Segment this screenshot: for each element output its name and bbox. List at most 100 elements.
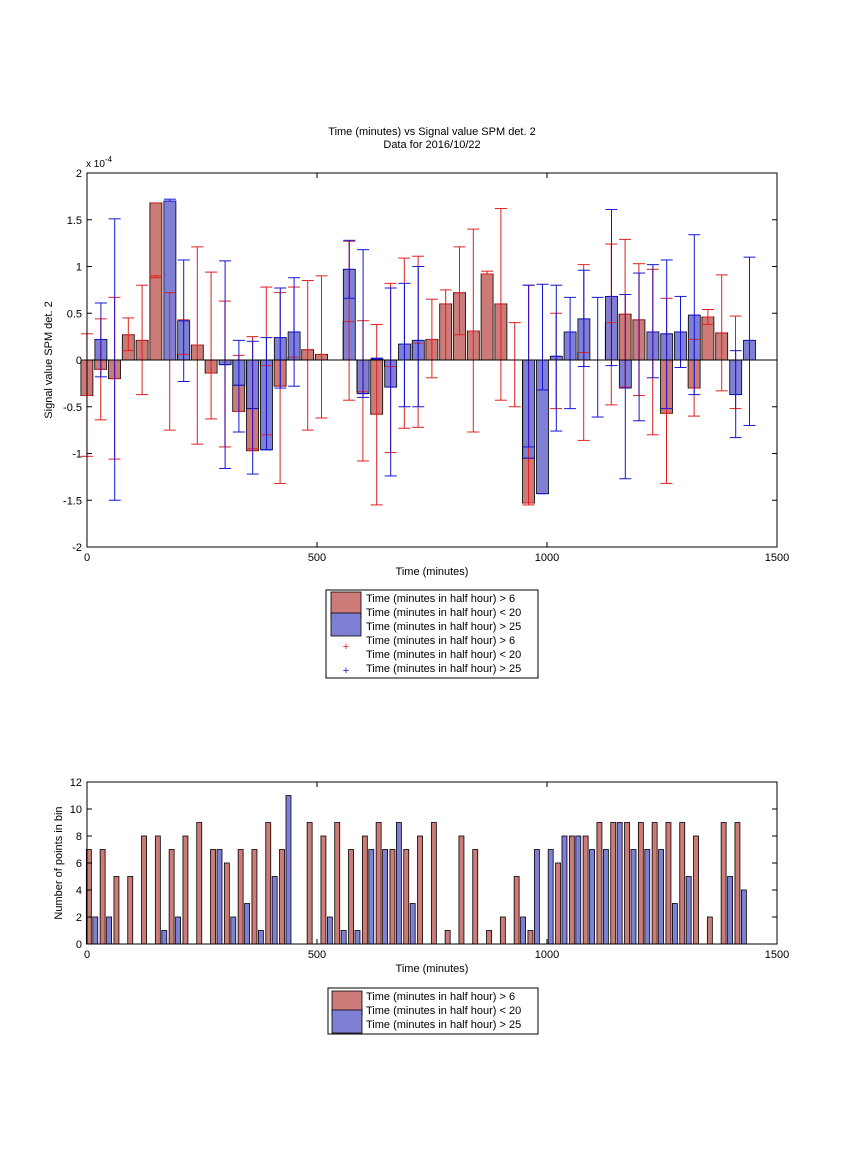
- bottom-bar-red: [679, 822, 686, 945]
- top-errorbar-blue: [577, 269, 590, 368]
- bottom-bar-blue: [216, 849, 223, 945]
- top-errorbar-blue: [564, 296, 577, 410]
- bottom-bar-blue: [575, 835, 582, 945]
- bottom-bar-red: [237, 849, 244, 945]
- bottom-bar-red: [637, 822, 644, 945]
- top-legend-blue-swatch: [330, 612, 362, 637]
- bottom-bars-layer: [85, 795, 747, 945]
- top-errorbar-red: [191, 246, 204, 445]
- bottom-bar-blue: [230, 916, 237, 945]
- top-legend-entry-4: Time (minutes in half hour) > 6: [366, 635, 515, 647]
- bottom-bar-red: [154, 835, 161, 945]
- bottom-x-tick-label: 500: [308, 949, 326, 961]
- top-y-tick-label: -1.5: [63, 495, 82, 507]
- bottom-bar-blue: [616, 822, 623, 945]
- bottom-bar-red: [430, 822, 437, 945]
- bottom-bar-red: [734, 822, 741, 945]
- top-legend: + + Time (minutes in half hour) > 6 Time…: [325, 589, 539, 679]
- bottom-bar-blue: [285, 795, 292, 945]
- top-errorbar-red: [301, 280, 314, 431]
- top-bar-red: [480, 273, 494, 361]
- bottom-ticks-layer: 0 500 1000 1500 0 2 4 6 8 10 12: [70, 777, 789, 961]
- bottom-bar-blue: [630, 849, 637, 945]
- top-errorbar-red: [453, 246, 466, 336]
- bottom-bar-red: [113, 876, 120, 945]
- top-errorbar-blue: [274, 287, 287, 389]
- bottom-bar-red: [141, 835, 147, 945]
- top-errorbar-blue: [398, 282, 411, 408]
- top-errorbar-blue: [605, 208, 618, 367]
- bottom-bar-blue: [589, 849, 595, 945]
- top-errorbar-red: [370, 323, 383, 506]
- top-errorbar-red: [425, 298, 438, 379]
- bottom-bar-red: [348, 849, 354, 945]
- bottom-bar-red: [182, 835, 189, 945]
- top-legend-red-plus-marker: +: [343, 641, 349, 653]
- top-bar-red: [149, 202, 163, 361]
- bottom-bar-red: [223, 862, 230, 945]
- bottom-bar-red: [693, 835, 699, 945]
- top-errorbar-blue: [232, 339, 245, 433]
- bottom-legend-entry-3: Time (minutes in half hour) > 25: [366, 1019, 521, 1031]
- bottom-bar-blue: [671, 903, 678, 945]
- top-errorbar-blue: [646, 264, 659, 379]
- top-x-axis-label: Time (minutes): [396, 566, 469, 578]
- bottom-bar-red: [279, 849, 285, 945]
- top-y-axis-label: Signal value SPM det. 2: [43, 301, 55, 418]
- bottom-bar-red: [403, 849, 410, 945]
- bottom-bar-blue: [520, 916, 526, 945]
- bottom-bar-blue: [644, 849, 651, 945]
- top-errorbar-blue: [743, 256, 756, 426]
- bottom-bar-red: [555, 862, 561, 945]
- top-chart-subtitle: Data for 2016/10/22: [383, 139, 480, 151]
- bottom-bar-red: [624, 822, 630, 945]
- top-errorbar-blue: [357, 249, 370, 398]
- bottom-bar-red: [320, 835, 327, 945]
- top-errorbar-red: [715, 274, 728, 392]
- bottom-x-tick-label: 1500: [765, 949, 789, 961]
- bottom-bar-red: [513, 876, 520, 945]
- bottom-y-tick-label: 0: [76, 939, 82, 951]
- bottom-y-tick-label: 12: [70, 777, 82, 789]
- bottom-bar-red: [568, 835, 575, 945]
- bottom-y-tick-label: 2: [76, 912, 82, 924]
- bottom-bar-red: [251, 849, 258, 945]
- bottom-bar-red: [706, 916, 713, 945]
- bottom-legend: Time (minutes in half hour) > 6 Time (mi…: [327, 987, 539, 1035]
- bottom-bar-blue: [161, 930, 168, 945]
- top-errorbar-blue: [260, 337, 273, 451]
- bottom-bar-red: [210, 849, 216, 945]
- top-x-tick-label: 0: [84, 552, 90, 564]
- top-y-exponent-power: -4: [105, 155, 113, 164]
- bottom-bar-red: [651, 822, 658, 945]
- bottom-bar-blue: [533, 849, 540, 945]
- bottom-legend-entry-1: Time (minutes in half hour) > 6: [366, 991, 515, 1003]
- bottom-bar-red: [306, 822, 313, 945]
- bottom-x-tick-label: 0: [84, 949, 90, 961]
- top-chart-title: Time (minutes) vs Signal value SPM det. …: [328, 126, 535, 138]
- top-errorbar-blue: [219, 260, 232, 469]
- bottom-bar-red: [168, 849, 175, 945]
- bottom-bar-blue: [244, 903, 250, 945]
- top-legend-entry-2: Time (minutes in half hour) < 20: [366, 607, 521, 619]
- bottom-bar-blue: [561, 835, 568, 945]
- top-y-exponent: x 10-4: [86, 155, 113, 170]
- top-errorbar-red: [467, 228, 480, 433]
- top-y-tick-label: 1.5: [67, 215, 82, 227]
- bottom-bar-blue: [271, 876, 278, 945]
- top-errorbar-red: [136, 284, 149, 396]
- top-errorbar-red: [163, 292, 176, 431]
- top-legend-entry-6: Time (minutes in half hour) > 25: [366, 663, 521, 675]
- top-chart: Time (minutes) vs Signal value SPM det. …: [43, 126, 789, 679]
- bottom-bar-red: [99, 849, 106, 945]
- top-legend-blue-plus-marker: +: [343, 665, 349, 677]
- bottom-bar-blue: [395, 822, 402, 945]
- bottom-y-tick-label: 8: [76, 831, 82, 843]
- bottom-bar-red: [265, 822, 272, 945]
- top-errorbar-blue: [163, 198, 176, 202]
- top-ticks-layer: 0 500 1000 1500 -2 -1.5 -1 -0.5 0 0.5 1 1.5 2: [63, 168, 789, 564]
- bottom-bar-blue: [340, 930, 347, 945]
- top-errorbar-blue: [94, 302, 107, 378]
- bottom-bar-blue: [409, 903, 416, 945]
